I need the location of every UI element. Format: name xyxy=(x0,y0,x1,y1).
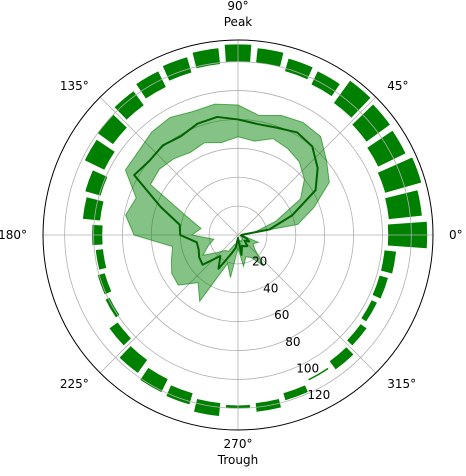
angle-tick-label: 225° xyxy=(60,377,89,391)
bar xyxy=(193,398,221,417)
radial-tick-label: 60 xyxy=(274,308,289,322)
polar-outer-ring xyxy=(42,39,434,431)
bar xyxy=(85,170,108,196)
bar xyxy=(367,130,406,167)
bar xyxy=(109,322,131,346)
bar xyxy=(308,367,329,381)
bar xyxy=(352,104,390,142)
bar xyxy=(97,114,127,145)
angle-tick-label: 270° xyxy=(224,437,253,451)
line-path xyxy=(133,115,319,270)
bar xyxy=(84,139,115,170)
grid-spoke xyxy=(99,96,239,236)
bar xyxy=(166,385,193,405)
angle-tick-sublabel: Peak xyxy=(224,15,253,29)
bar xyxy=(283,385,308,401)
line-series xyxy=(133,115,319,270)
bar xyxy=(361,300,377,322)
bar xyxy=(311,71,340,97)
bar xyxy=(284,58,313,80)
angle-tick-label: 90° xyxy=(227,0,248,13)
bar xyxy=(333,80,371,118)
bar xyxy=(372,275,388,299)
grid-spoke xyxy=(237,96,377,236)
radial-tick-labels: 20 40 60 80 100 120 xyxy=(252,255,330,402)
bar xyxy=(140,367,168,393)
bar xyxy=(95,249,107,270)
radial-tick-label: 80 xyxy=(285,335,300,349)
radial-tick-label: 120 xyxy=(307,388,330,402)
bar xyxy=(380,250,397,274)
bar xyxy=(256,48,284,67)
angle-tick-label: 45° xyxy=(387,79,408,93)
polar-grid xyxy=(43,40,433,430)
bar xyxy=(162,57,192,81)
angle-tick-label: 315° xyxy=(387,377,416,391)
bar xyxy=(192,48,221,69)
bar xyxy=(97,273,112,295)
angle-tick-label: 180° xyxy=(0,228,27,242)
radial-tick-label: 100 xyxy=(296,361,319,375)
bar xyxy=(329,347,354,370)
radial-tick-label: 40 xyxy=(263,281,278,295)
angle-tick-sublabel: Trough xyxy=(217,453,258,467)
bar xyxy=(385,190,422,220)
angle-tick-label: 135° xyxy=(60,79,89,93)
angle-tick-label: 0° xyxy=(449,228,463,242)
bar xyxy=(82,197,104,221)
bar xyxy=(377,157,422,193)
bar xyxy=(347,324,367,346)
grid-spoke xyxy=(237,234,377,374)
bar xyxy=(114,91,144,120)
bar xyxy=(119,346,148,373)
bar-series xyxy=(82,44,428,417)
radial-tick-label: 20 xyxy=(252,255,267,269)
angular-tick-labels: 0° 45° 90° Peak 135° 180° 225° 270° Trough 315° xyxy=(0,0,463,467)
